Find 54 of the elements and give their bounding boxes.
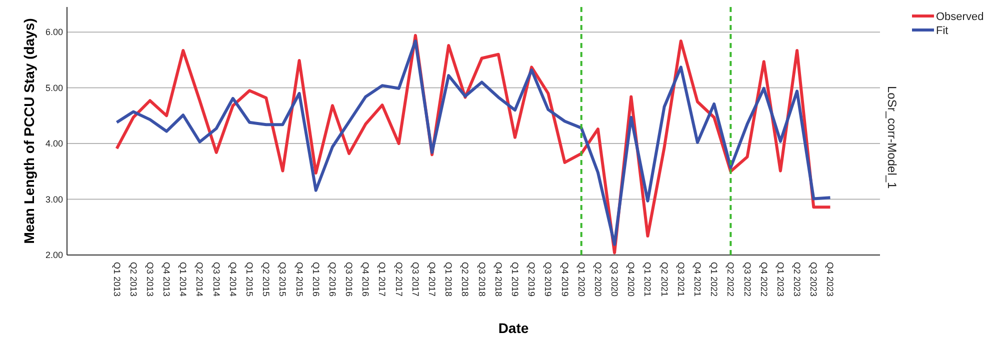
- x-tick-label: Q1 2023: [775, 262, 786, 297]
- legend-label: Observed: [936, 10, 984, 23]
- x-tick-label: Q3 2016: [344, 262, 354, 297]
- x-tick-label: Q2 2013: [128, 262, 138, 297]
- x-tick-label: Q1 2019: [510, 262, 520, 297]
- x-tick-label: Q4 2016: [360, 262, 371, 297]
- x-tick-label: Q1 2016: [310, 262, 321, 297]
- x-tick-label: Q4 2014: [228, 262, 238, 297]
- x-tick-label: Q1 2015: [244, 262, 255, 297]
- x-tick-label: Q4 2018: [493, 262, 504, 297]
- x-tick-label: Q3 2015: [278, 262, 288, 297]
- x-tick-label: Q3 2022: [742, 262, 752, 297]
- x-tick-label: Q2 2021: [659, 262, 670, 297]
- x-tick-label: Q2 2017: [394, 262, 404, 297]
- x-tick-label: Q2 2014: [194, 262, 205, 297]
- y-tick-label: 5.00: [45, 82, 63, 93]
- legend-label: Fit: [936, 24, 948, 37]
- x-tick-label: Q3 2014: [211, 262, 222, 297]
- x-tick-label: Q1 2022: [709, 262, 720, 297]
- x-tick-label: Q3 2021: [676, 262, 686, 297]
- x-tick-label: Q2 2022: [726, 262, 736, 297]
- y-axis-title: Mean Length of PCCU Stay (days): [21, 18, 37, 244]
- x-tick-label: Q2 2023: [792, 262, 802, 297]
- x-tick-label: Q3 2018: [476, 262, 487, 297]
- x-tick-label: Q3 2020: [610, 262, 620, 297]
- x-tick-label: Q4 2021: [692, 262, 702, 297]
- x-tick-label: Q1 2014: [178, 262, 188, 297]
- x-tick-label: Q3 2013: [144, 262, 155, 297]
- x-tick-label: Q2 2020: [592, 262, 603, 297]
- x-tick-label: Q4 2013: [162, 262, 172, 297]
- x-tick-label: Q3 2023: [808, 262, 819, 297]
- x-tick-label: Q2 2018: [460, 262, 470, 297]
- x-tick-label: Q1 2018: [444, 262, 454, 297]
- x-tick-label: Q4 2020: [626, 262, 636, 297]
- x-axis-title: Date: [498, 320, 529, 336]
- y-tick-label: 2.00: [45, 250, 63, 260]
- x-tick-label: Q4 2019: [560, 262, 570, 297]
- y-tick-label: 3.00: [45, 194, 63, 204]
- x-tick-label: Q2 2019: [526, 262, 537, 297]
- x-tick-label: Q4 2023: [825, 262, 836, 297]
- x-tick-label: Q2 2016: [327, 262, 338, 297]
- x-tick-label: Q3 2017: [410, 262, 420, 297]
- x-tick-label: Q3 2019: [543, 262, 554, 297]
- x-tick-label: Q4 2015: [294, 262, 304, 297]
- x-tick-label: Q1 2013: [112, 262, 122, 297]
- x-tick-label: Q2 2015: [261, 262, 272, 297]
- y-tick-label: 4.00: [45, 138, 63, 149]
- x-tick-label: Q4 2017: [427, 262, 438, 297]
- x-tick-label: Q1 2021: [642, 262, 653, 297]
- x-tick-label: Q1 2020: [576, 262, 586, 297]
- y-tick-label: 6.00: [45, 27, 63, 38]
- x-tick-label: Q4 2022: [758, 262, 769, 297]
- text: LoSr_corr-Model_1: [885, 86, 899, 190]
- x-tick-label: Q1 2017: [377, 262, 388, 297]
